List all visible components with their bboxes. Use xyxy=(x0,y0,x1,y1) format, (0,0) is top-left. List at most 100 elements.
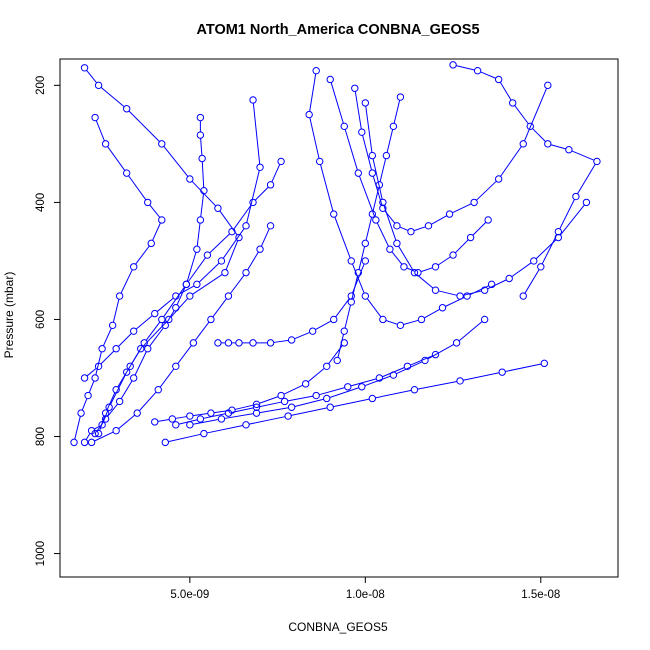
series-segment xyxy=(571,150,595,161)
data-point xyxy=(182,280,191,289)
series-segment xyxy=(212,298,227,318)
series-segment xyxy=(344,129,358,171)
data-point xyxy=(530,257,538,265)
series-12 xyxy=(305,67,496,330)
series-segment xyxy=(168,433,201,443)
data-point xyxy=(277,391,285,400)
data-point xyxy=(480,315,489,324)
series-segment xyxy=(398,245,414,271)
data-point xyxy=(249,339,257,347)
series-segment xyxy=(118,333,132,347)
data-point xyxy=(186,175,194,183)
data-point xyxy=(87,438,96,447)
series-segment xyxy=(271,164,281,183)
data-point xyxy=(193,280,201,289)
data-point xyxy=(112,426,120,435)
data-point xyxy=(509,99,517,107)
data-point xyxy=(242,421,250,429)
series-segment xyxy=(365,106,373,153)
data-point xyxy=(449,251,457,259)
data-point xyxy=(330,210,338,218)
data-point xyxy=(235,339,243,347)
data-point xyxy=(186,421,194,429)
data-point xyxy=(129,327,138,335)
data-point xyxy=(456,377,464,385)
data-point xyxy=(340,327,348,335)
data-point xyxy=(280,397,289,406)
data-point xyxy=(198,154,206,163)
data-point xyxy=(400,263,408,271)
data-point xyxy=(161,438,169,447)
data-point xyxy=(382,151,391,160)
series-segment xyxy=(550,144,566,150)
series-segment xyxy=(95,120,105,142)
series-5 xyxy=(80,96,264,382)
series-segment xyxy=(291,407,328,416)
series-segment xyxy=(209,233,230,254)
series-segment xyxy=(391,251,403,265)
data-point xyxy=(389,122,398,131)
data-point xyxy=(122,105,131,113)
series-segment xyxy=(96,421,105,432)
data-point xyxy=(91,429,99,438)
data-point xyxy=(217,415,226,423)
series-7 xyxy=(151,339,348,426)
series-13 xyxy=(326,75,492,277)
series-segment xyxy=(176,287,186,306)
data-point xyxy=(330,315,338,324)
data-point xyxy=(358,128,366,136)
data-point xyxy=(498,368,506,376)
data-point xyxy=(445,210,454,218)
data-point xyxy=(466,233,475,242)
series-segment xyxy=(102,328,112,347)
series-segment xyxy=(233,204,252,230)
series-segment xyxy=(259,401,282,408)
series-segment xyxy=(334,216,351,259)
series-segment xyxy=(559,199,575,230)
data-point xyxy=(410,268,419,277)
series-segment xyxy=(192,413,208,417)
x-tick-label: 1.5e-08 xyxy=(521,589,560,601)
data-point xyxy=(256,245,264,253)
data-point xyxy=(284,412,292,420)
series-segment xyxy=(152,222,161,241)
series-segment xyxy=(454,239,469,254)
data-point xyxy=(519,292,527,300)
series-segment xyxy=(511,262,532,278)
data-point xyxy=(526,122,534,131)
series-segment xyxy=(187,257,206,283)
data-point xyxy=(115,397,124,406)
data-point xyxy=(417,315,426,324)
data-point xyxy=(94,429,103,438)
series-16 xyxy=(449,61,601,300)
series-segment xyxy=(309,73,317,112)
series-segment xyxy=(273,339,289,343)
series-segment xyxy=(203,413,226,419)
series-segment xyxy=(247,251,259,271)
data-point xyxy=(393,239,401,248)
series-segment xyxy=(500,146,522,177)
data-point xyxy=(463,292,471,300)
data-point xyxy=(217,257,226,265)
y-tick-label: 200 xyxy=(35,76,47,95)
data-point xyxy=(505,274,513,283)
series-segment xyxy=(106,392,116,411)
series-segment xyxy=(175,416,187,419)
series-segment xyxy=(420,267,433,273)
data-point xyxy=(484,216,492,224)
series-segment xyxy=(480,71,496,79)
series-10 xyxy=(161,359,549,447)
series-segment xyxy=(149,204,161,218)
series-segment xyxy=(437,256,451,266)
data-point xyxy=(214,339,222,347)
data-point xyxy=(456,292,464,300)
data-point xyxy=(196,113,205,122)
data-point xyxy=(494,75,503,84)
data-point xyxy=(537,263,545,271)
series-segment xyxy=(163,146,189,177)
data-point xyxy=(424,222,433,230)
data-point xyxy=(196,415,205,423)
series-segment xyxy=(166,310,175,323)
data-point xyxy=(196,131,205,139)
series-segment xyxy=(178,285,195,295)
